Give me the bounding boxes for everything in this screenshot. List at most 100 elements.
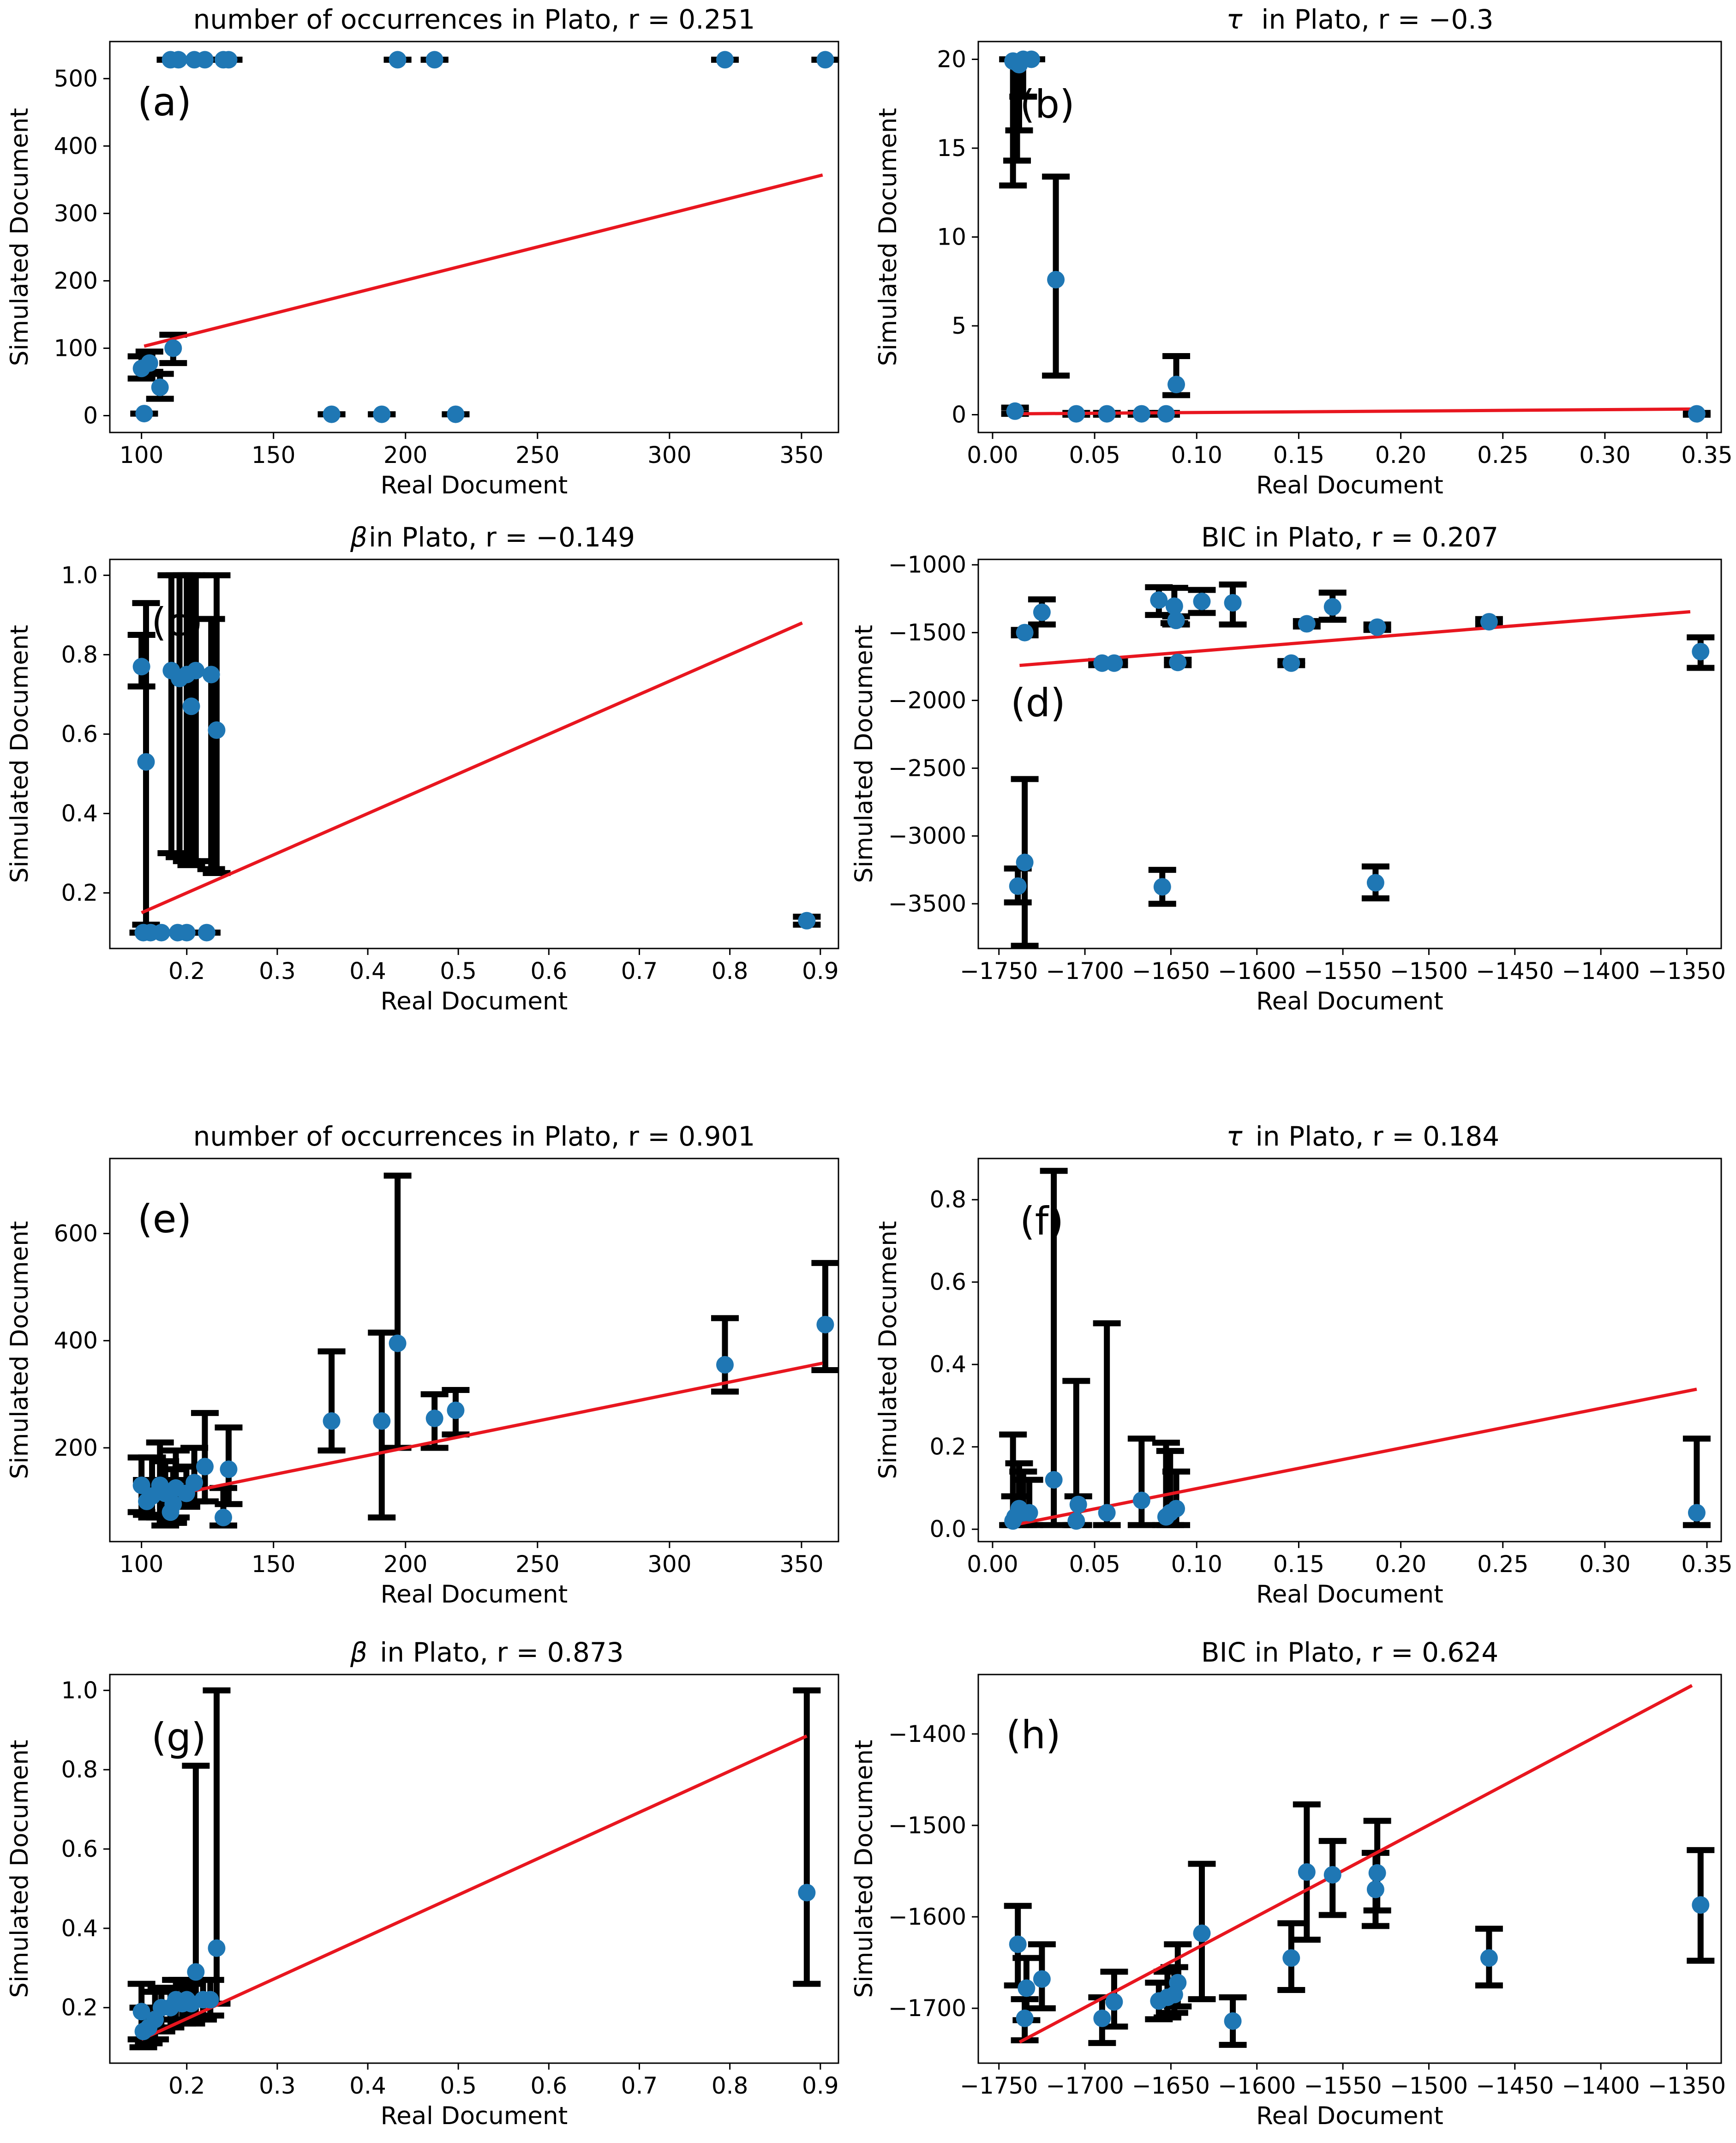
y-tick-label: 0 [952,402,966,428]
data-point [1480,613,1498,631]
data-point [1368,1864,1386,1882]
panel-letter: (c) [151,600,203,645]
axes-frame [977,1158,1722,1543]
data-point [164,339,182,357]
data-point [1105,1993,1123,2011]
panel-letter: (g) [151,1715,206,1760]
y-tick-label: 1.0 [61,562,98,588]
axes-frame [977,1674,1722,2064]
chart-panel-g: β in Plato, r = 0.873 0.2 0.3 0.4 0.5 0.6 0.7 0.… [6,1637,839,2130]
x-tick-label: 0.10 [1171,442,1222,468]
data-point [1169,654,1187,672]
data-point [1153,878,1171,896]
data-point [447,1401,465,1419]
x-tick-label: 0.6 [531,958,568,984]
data-point [1193,1924,1211,1942]
chart-title: in Plato, r = −0.149 [369,522,635,553]
data-point [1224,2012,1242,2030]
data-point [1016,2009,1034,2027]
x-tick-label: 0.7 [621,958,658,984]
data-point [716,1356,734,1374]
regression-line [1019,610,1691,667]
x-tick-label: 0.10 [1171,1551,1222,1578]
x-tick-label: −1600 [1218,958,1296,984]
data-point [1033,1970,1051,1988]
data-point [447,405,465,423]
x-tick-label: 0.20 [1375,442,1426,468]
panel-letter: (h) [1006,1712,1061,1758]
x-tick-label: 0.25 [1477,1551,1528,1578]
y-tick-label: 0.6 [61,720,98,747]
x-tick-label: −1700 [1046,958,1124,984]
data-point [373,1412,391,1430]
y-tick-label: −3500 [888,890,966,917]
axes-frame [109,1158,839,1543]
x-tick-label: 100 [120,1551,163,1578]
data-point [132,1477,150,1495]
data-point [816,1315,834,1333]
y-tick-label: 0.4 [61,1915,98,1942]
data-point [323,405,341,423]
x-tick-label: 0.2 [168,2072,205,2099]
y-tick-label: 500 [54,65,98,92]
axes-frame [109,41,839,433]
chart-title: in Plato, r = 0.873 [380,1637,623,1668]
data-point [1323,1866,1341,1884]
x-tick-label: 200 [383,442,427,468]
x-tick-label: 150 [251,1551,295,1578]
data-point [1167,612,1185,630]
data-point [1018,1979,1036,1997]
data-point [1688,405,1706,423]
data-point [1006,402,1024,420]
data-point [798,1884,816,1902]
y-tick-label: −2500 [888,755,966,781]
x-tick-label: 0.5 [440,2072,477,2099]
data-point [1069,1495,1087,1513]
x-axis-label: Real Document [381,471,568,499]
data-point [425,1410,443,1428]
data-point [389,51,407,69]
x-tick-label: 300 [647,442,691,468]
y-tick-label: 15 [937,135,966,162]
y-tick-label: 0.6 [61,1836,98,1862]
y-tick-label: 400 [54,1327,98,1354]
x-tick-label: 0.9 [802,2072,839,2099]
data-point [1368,618,1386,636]
x-tick-label: 0.2 [168,958,205,984]
axes-frame [977,558,1722,949]
data-point [1093,654,1111,672]
data-point [323,1412,341,1430]
panel-letter: (a) [138,79,192,125]
data-point [1193,593,1211,611]
data-point [196,51,214,69]
y-tick-label: 0.6 [929,1269,966,1296]
x-tick-label: 350 [779,442,823,468]
chart-title: in Plato, r = 0.184 [1256,1121,1499,1152]
data-point [798,912,816,930]
y-axis-label: Simulated Document [6,1740,34,1998]
x-axis-label: Real Document [1256,1580,1443,1609]
regression-line [1012,1387,1697,1527]
chart-title: number of occurrences in Plato, r = 0.25… [193,4,755,35]
y-tick-label: 0.2 [61,1994,98,2021]
panel-letter: (e) [138,1196,192,1242]
x-tick-label: −1600 [1218,2072,1296,2099]
x-tick-label: 300 [647,1551,691,1578]
x-tick-label: −1750 [960,958,1038,984]
data-point [208,721,226,739]
y-tick-label: −1500 [888,1812,966,1839]
data-point [1098,405,1116,423]
data-point [1020,1504,1038,1522]
data-point [1366,1880,1384,1898]
data-point [201,1991,219,2009]
data-point [1169,1974,1187,1992]
x-tick-label: −1700 [1046,2072,1124,2099]
x-tick-label: 0.7 [621,2072,658,2099]
chart-panel-a: number of occurrences in Plato, r = 0.25… [6,4,839,499]
x-tick-label: 0.8 [712,958,748,984]
data-point [1045,1471,1063,1489]
data-point [208,1939,226,1957]
y-axis-label: Simulated Document [850,1740,878,1998]
x-axis-label: Real Document [1256,2102,1443,2130]
